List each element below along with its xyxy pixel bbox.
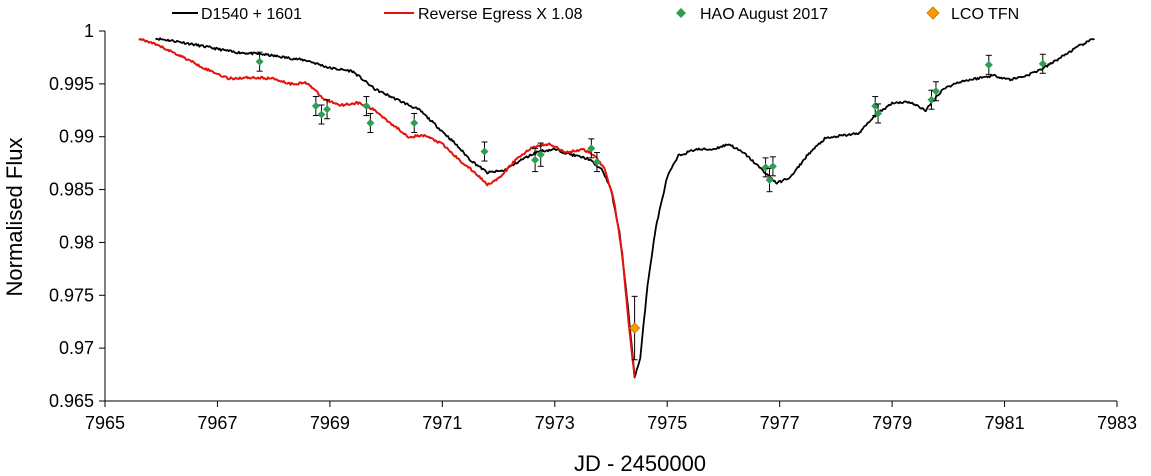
data-point-2 [592, 158, 601, 167]
data-point-2 [531, 155, 540, 164]
data-point-2 [761, 163, 770, 172]
legend-label-lco: LCO TFN [951, 6, 1019, 23]
legend-label-hao: HAO August 2017 [700, 6, 828, 23]
x-tick-label: 7971 [422, 413, 462, 433]
x-tick-label: 7979 [872, 413, 912, 433]
y-tick-label: 0.98 [59, 232, 94, 252]
data-point-2 [927, 95, 936, 104]
series-line-1 [138, 38, 636, 378]
data-point-2 [362, 102, 371, 111]
y-tick-label: 0.97 [59, 338, 94, 358]
data-point-2 [587, 144, 596, 153]
data-point-2 [765, 176, 774, 185]
data-point-2 [410, 118, 419, 127]
data-point-2 [317, 110, 326, 119]
data-point-2 [536, 150, 545, 159]
legend-label-d1540: D1540 + 1601 [201, 6, 302, 23]
legend-marker-hao [676, 8, 686, 18]
data-point-2 [480, 147, 489, 156]
x-tick-label: 7969 [310, 413, 350, 433]
y-tick-label: 0.995 [49, 74, 94, 94]
x-tick-label: 7981 [985, 413, 1025, 433]
legend-marker-lco [926, 6, 940, 20]
x-tick-label: 7965 [85, 413, 125, 433]
axes: 7965 7967 7969 7971 7973 7975 7977 7979 7981 7983… [49, 21, 1137, 433]
x-tick-label: 7967 [197, 413, 237, 433]
x-tick-label: 7983 [1097, 413, 1137, 433]
x-tick-label: 7977 [760, 413, 800, 433]
legend: D1540 + 1601 Reverse Egress X 1.08 HAO A… [172, 6, 1019, 23]
data-point-2 [311, 102, 320, 111]
y-tick-label: 1 [84, 21, 94, 41]
x-tick-label: 7975 [647, 413, 687, 433]
x-tick-label: 7973 [535, 413, 575, 433]
data-point-2 [768, 162, 777, 171]
y-tick-label: 0.99 [59, 127, 94, 147]
y-tick-label: 0.975 [49, 285, 94, 305]
data-point-3 [629, 322, 641, 334]
data-point-2 [984, 60, 993, 69]
data-point-2 [323, 105, 332, 114]
x-axis-title: JD - 2450000 [574, 451, 706, 476]
data-point-2 [1038, 59, 1047, 68]
data-point-2 [874, 109, 883, 118]
y-tick-label: 0.965 [49, 391, 94, 411]
marker-layer [255, 51, 1047, 361]
legend-label-reverse-egress: Reverse Egress X 1.08 [418, 6, 583, 23]
y-tick-label: 0.985 [49, 180, 94, 200]
data-point-2 [931, 87, 940, 96]
data-point-2 [255, 57, 264, 66]
series-layer [138, 37, 1095, 379]
series-line-0 [155, 37, 1095, 379]
data-point-2 [366, 118, 375, 127]
y-axis-title: Normalised Flux [2, 138, 27, 297]
